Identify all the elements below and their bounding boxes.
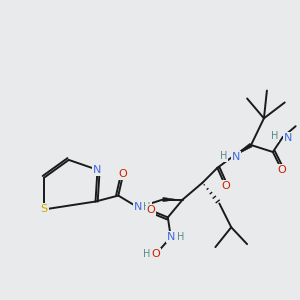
Text: S: S bbox=[40, 204, 48, 214]
Text: O: O bbox=[152, 249, 160, 259]
Text: H: H bbox=[177, 232, 184, 242]
Text: H: H bbox=[220, 151, 227, 161]
Text: O: O bbox=[119, 169, 128, 179]
Text: O: O bbox=[278, 165, 286, 175]
Polygon shape bbox=[232, 143, 252, 157]
Text: H: H bbox=[271, 131, 278, 141]
Text: H: H bbox=[143, 202, 151, 212]
Text: N: N bbox=[167, 232, 175, 242]
Text: O: O bbox=[147, 206, 155, 215]
Text: N: N bbox=[134, 202, 142, 212]
Text: O: O bbox=[221, 181, 230, 191]
Text: H: H bbox=[143, 249, 151, 259]
Text: N: N bbox=[93, 165, 102, 175]
Text: N: N bbox=[284, 133, 292, 143]
Polygon shape bbox=[163, 197, 178, 202]
Text: N: N bbox=[232, 152, 240, 162]
